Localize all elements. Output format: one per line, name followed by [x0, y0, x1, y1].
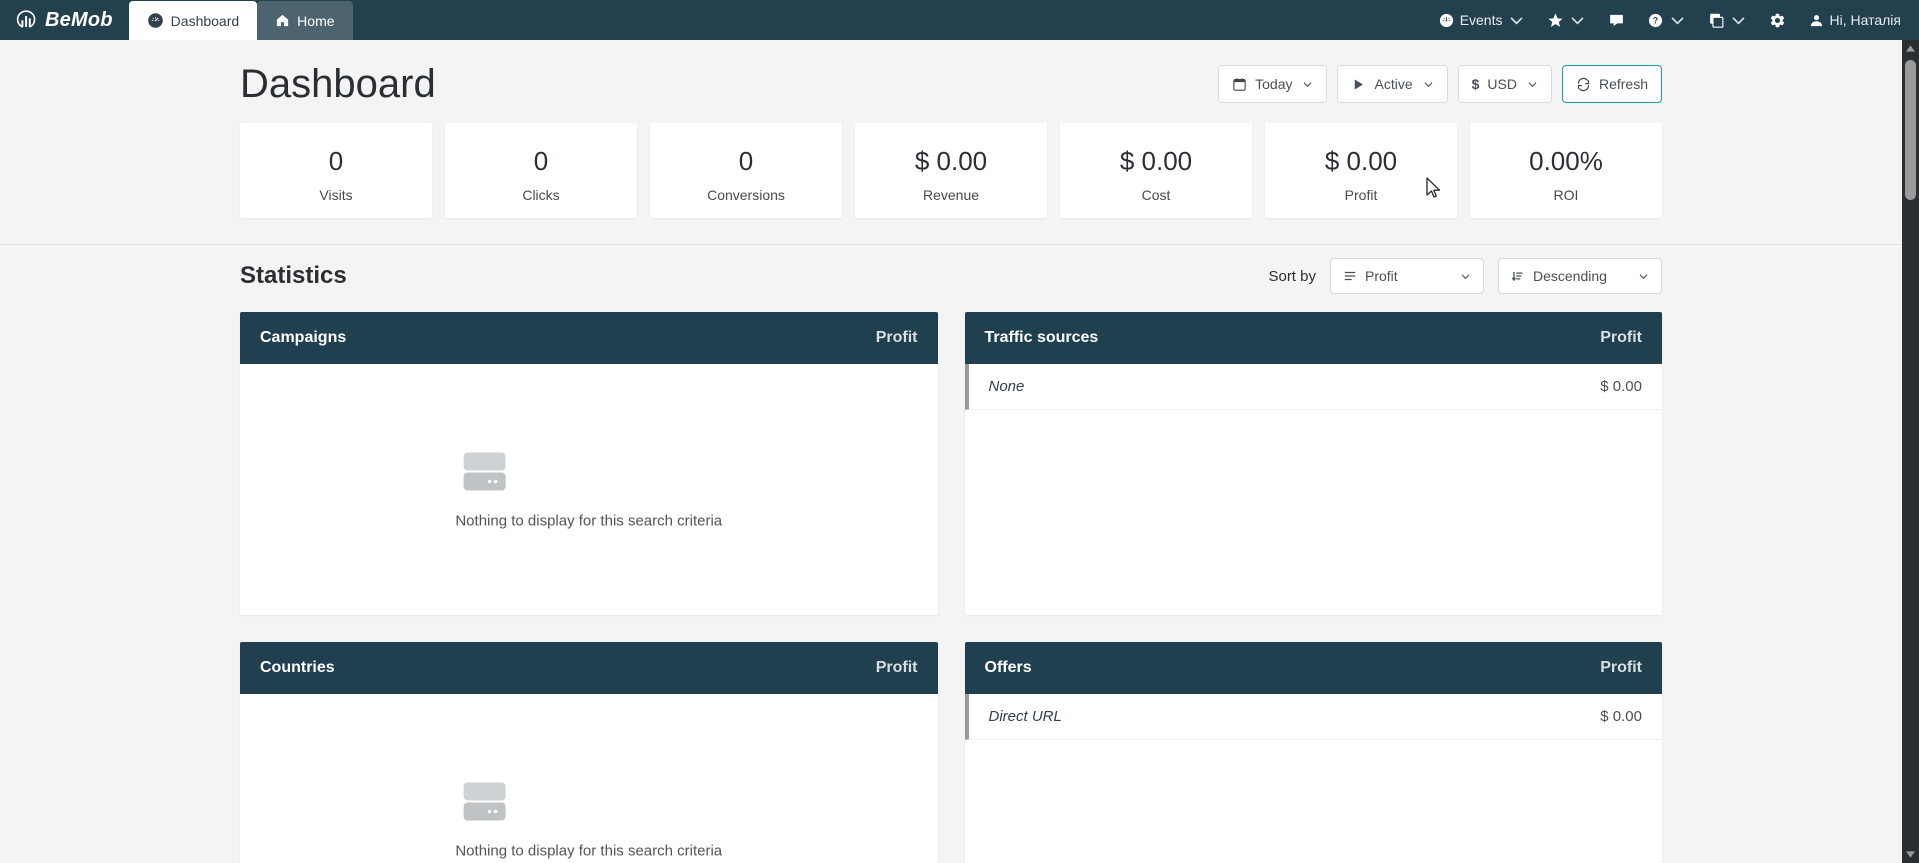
- svg-text:?: ?: [1652, 15, 1657, 25]
